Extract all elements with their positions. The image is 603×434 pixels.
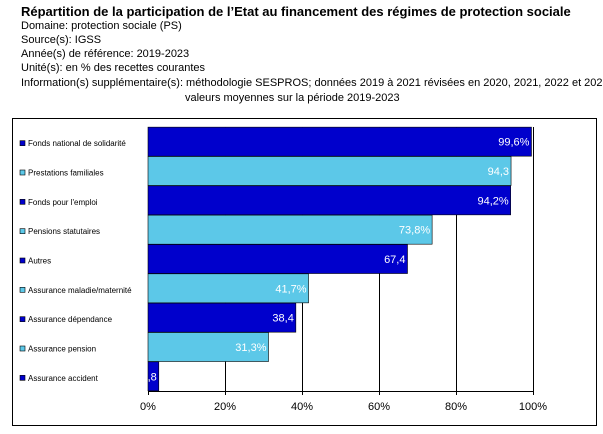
unit-label: Unité(s): en % des recettes courantes <box>21 62 206 74</box>
legend-marker-4 <box>19 257 26 264</box>
bar-4 <box>147 244 408 274</box>
value-label-2: 94,2% <box>477 195 508 207</box>
legend-marker-0 <box>19 140 26 146</box>
source-label: Source(s): IGSS <box>21 34 102 46</box>
category-label-0: Fonds national de solidarité <box>28 139 126 148</box>
x-tick-label-4: 80% <box>445 401 467 413</box>
chart-frame <box>12 118 597 426</box>
value-label-7: 31,3% <box>235 342 266 354</box>
value-label-0: 99,6% <box>498 137 529 149</box>
value-label-6: 38,4 <box>272 313 293 325</box>
bar-0 <box>147 126 532 157</box>
value-label-5: 41,7% <box>275 283 306 295</box>
legend-marker-1 <box>19 169 26 176</box>
bar-8 <box>147 361 160 392</box>
x-tick-label-5: 100% <box>519 401 547 413</box>
value-label-8: 2,8 <box>141 371 156 383</box>
additional-info-label: Information(s) supplémentaire(s): méthod… <box>21 77 603 89</box>
category-label-8: Assurance accident <box>28 374 99 383</box>
legend-marker-2 <box>19 199 26 205</box>
x-tick-label-0: 0% <box>140 401 156 413</box>
x-tick-label-2: 40% <box>291 401 313 413</box>
bar-2 <box>147 185 511 216</box>
bar-3 <box>147 214 433 245</box>
domain-label: Domaine: protection sociale (PS) <box>21 20 182 32</box>
bar-6 <box>147 302 297 333</box>
x-tick-label-3: 60% <box>368 401 390 413</box>
bar-1 <box>147 156 512 186</box>
category-label-5: Assurance maladie/maternité <box>28 286 132 295</box>
category-label-6: Assurance dépendance <box>28 315 113 324</box>
legend-marker-7 <box>19 345 26 352</box>
value-label-3: 73,8% <box>399 225 430 237</box>
legend-marker-6 <box>19 316 26 322</box>
chart-title: Répartition de la participation de l’Eta… <box>21 4 571 19</box>
category-label-7: Assurance pension <box>28 345 96 354</box>
value-label-4: 67,4 <box>384 254 405 266</box>
category-label-3: Pensions statutaires <box>28 227 100 236</box>
bar-5 <box>147 273 309 304</box>
category-label-4: Autres <box>28 257 51 266</box>
legend-marker-3 <box>19 228 26 234</box>
category-label-2: Fonds pour l'emploi <box>28 198 98 207</box>
additional-info-continued: valeurs moyennes sur la période 2019-202… <box>185 92 400 104</box>
legend-marker-5 <box>19 287 26 293</box>
reference-year-label: Année(s) de référence: 2019-2023 <box>21 48 190 60</box>
bar-7 <box>147 332 269 362</box>
category-label-1: Prestations familiales <box>28 169 104 178</box>
legend-marker-8 <box>19 375 26 381</box>
x-tick-label-1: 20% <box>214 401 236 413</box>
value-label-1: 94,3 <box>488 166 509 178</box>
